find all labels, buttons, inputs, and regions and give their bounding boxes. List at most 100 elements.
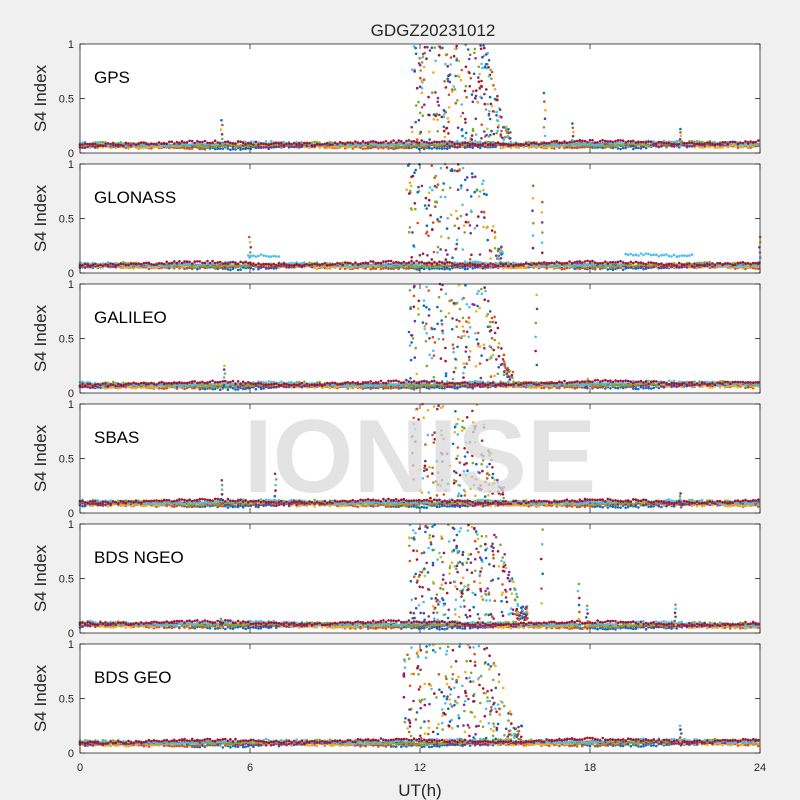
data-point: [703, 142, 706, 145]
data-point: [563, 265, 566, 268]
data-point: [422, 65, 426, 69]
data-point: [677, 266, 681, 269]
data-point: [213, 265, 217, 269]
data-point: [417, 141, 421, 145]
data-point: [571, 122, 574, 125]
data-point: [493, 87, 497, 91]
data-point: [436, 100, 440, 104]
data-point: [196, 260, 199, 263]
data-point: [359, 265, 362, 268]
data-point: [356, 141, 360, 144]
data-point: [558, 144, 561, 148]
data-point: [435, 262, 439, 266]
data-point: [754, 264, 757, 267]
data-point: [481, 262, 485, 265]
data-point: [593, 141, 597, 144]
data-point: [543, 100, 546, 103]
data-point: [193, 386, 196, 390]
data-point: [431, 91, 434, 94]
data-point: [736, 146, 740, 149]
data-point: [499, 142, 503, 146]
data-point: [581, 145, 584, 148]
data-point: [305, 144, 309, 148]
data-point: [471, 90, 475, 93]
data-point: [432, 71, 435, 74]
data-point: [639, 266, 643, 270]
data-point: [343, 142, 347, 146]
data-point: [586, 140, 589, 144]
data-point: [248, 256, 251, 259]
data-point: [486, 127, 489, 131]
data-point: [361, 264, 365, 267]
data-point: [498, 108, 502, 111]
data-point: [447, 120, 450, 124]
data-point: [247, 264, 250, 267]
data-point: [614, 386, 617, 390]
data-point: [459, 78, 463, 82]
data-point: [343, 261, 347, 264]
data-point: [267, 262, 271, 266]
data-point: [519, 142, 523, 146]
data-point: [119, 262, 123, 266]
data-point: [489, 102, 493, 106]
data-point: [741, 261, 745, 264]
data-point: [221, 147, 225, 150]
data-point: [604, 144, 607, 148]
data-point: [644, 146, 648, 150]
data-point: [415, 265, 418, 269]
data-point: [287, 264, 291, 267]
data-point: [150, 147, 153, 150]
data-point: [614, 265, 617, 269]
data-point: [739, 264, 742, 268]
data-point: [480, 62, 483, 66]
data-point: [479, 140, 482, 144]
data-point: [170, 140, 174, 143]
data-point: [665, 253, 668, 256]
data-point: [369, 264, 373, 267]
data-point: [180, 143, 184, 146]
data-point: [241, 261, 245, 265]
data-point: [482, 44, 485, 47]
data-point: [568, 146, 571, 149]
data-point: [175, 142, 179, 146]
data-point: [609, 144, 612, 147]
data-point: [104, 387, 107, 390]
data-point: [583, 260, 587, 263]
data-point: [679, 131, 682, 134]
data-point: [323, 262, 327, 265]
data-point: [405, 143, 408, 147]
data-point: [152, 263, 156, 267]
data-point: [690, 253, 694, 256]
data-point: [351, 142, 355, 145]
data-point: [468, 262, 472, 265]
data-point: [145, 261, 148, 265]
data-point: [410, 255, 414, 259]
data-point: [480, 85, 484, 88]
data-point: [397, 267, 401, 271]
data-point: [392, 139, 395, 142]
data-point: [475, 189, 479, 192]
data-point: [326, 146, 329, 150]
data-point: [505, 125, 508, 129]
data-point: [364, 267, 367, 270]
data-point: [420, 145, 424, 149]
data-point: [389, 264, 393, 268]
data-point: [241, 141, 245, 144]
data-point: [581, 143, 584, 146]
data-point: [445, 227, 449, 230]
data-point: [264, 266, 268, 270]
data-point: [670, 142, 673, 146]
data-point: [708, 145, 712, 149]
data-point: [277, 145, 281, 148]
data-point: [231, 147, 235, 151]
data-point: [397, 261, 401, 264]
data-point: [429, 214, 432, 217]
data-point: [442, 129, 446, 133]
data-point: [160, 262, 163, 265]
data-point: [412, 244, 415, 247]
data-point: [252, 262, 255, 265]
data-point: [272, 142, 276, 145]
data-point: [443, 265, 446, 269]
data-point: [477, 76, 480, 79]
